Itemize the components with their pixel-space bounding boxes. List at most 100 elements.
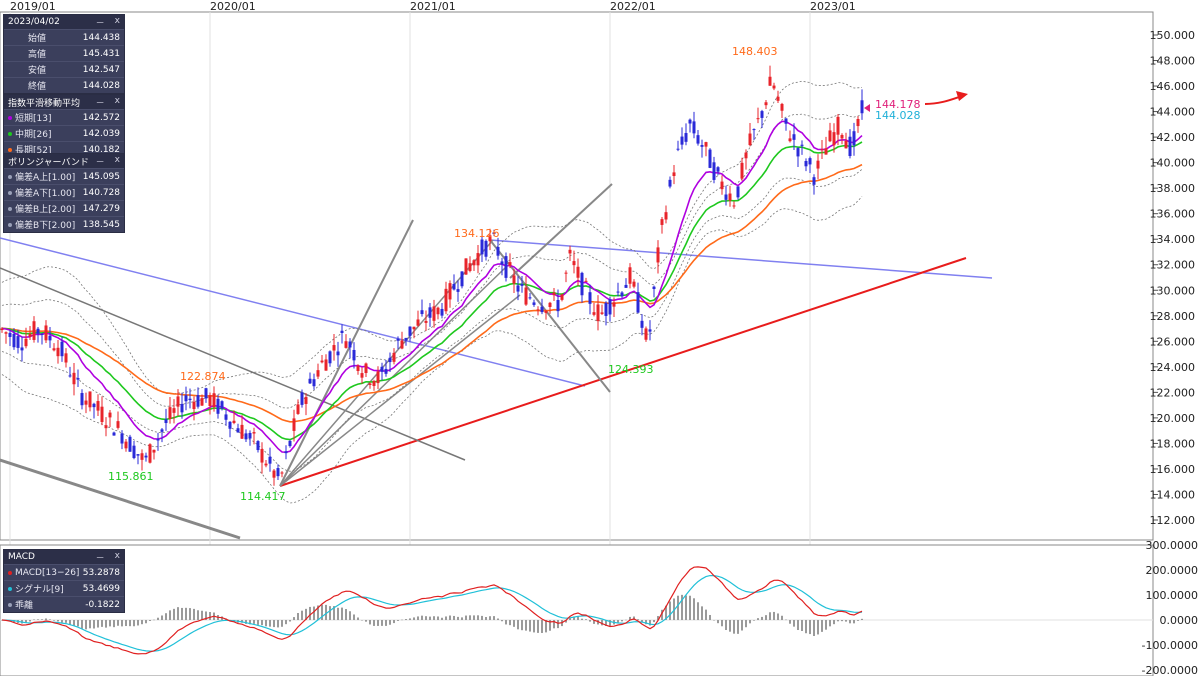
candle-body — [696, 135, 700, 144]
ohlc-row: 高値 145.431 — [4, 45, 124, 61]
x-axis-label: 2019/01 — [10, 0, 56, 13]
candle-body — [484, 240, 488, 257]
ema-panel[interactable]: 指数平滑移動平均 － x 短期[13] 142.572 中期[26] 142.039 … — [3, 94, 125, 158]
bollinger-panel-header[interactable]: ボリンジャーバンド － x — [4, 154, 124, 168]
candle-body — [792, 134, 796, 140]
ema-value: 142.572 — [82, 112, 120, 123]
candle-body — [588, 292, 592, 304]
candle-body — [516, 285, 520, 292]
ohlc-label: 安値 — [28, 66, 47, 76]
candle-body — [652, 286, 656, 290]
macd-histogram-bar — [385, 620, 387, 626]
macd-histogram-bar — [853, 620, 855, 624]
macd-histogram-bar — [317, 605, 319, 620]
macd-histogram-bar — [621, 620, 623, 622]
price-axis-label: 128.000 — [1150, 310, 1196, 323]
minimize-icon[interactable]: － — [95, 157, 105, 168]
bollinger-label: 偏差A上[1.00] — [15, 173, 76, 183]
macd-histogram-bar — [369, 620, 371, 625]
candle-body — [496, 246, 500, 256]
macd-histogram-bar — [377, 620, 379, 626]
macd-histogram-bar — [113, 620, 115, 628]
macd-histogram-bar — [405, 619, 407, 620]
candle-body — [728, 193, 732, 201]
close-icon[interactable]: x — [114, 15, 120, 26]
macd-histogram-bar — [41, 619, 43, 620]
macd-histogram-bar — [437, 616, 439, 620]
price-pane[interactable] — [0, 11, 1154, 676]
macd-histogram-bar — [313, 606, 315, 620]
minimize-icon[interactable]: － — [95, 18, 105, 29]
candle-body — [392, 352, 396, 362]
candle-body — [804, 161, 808, 167]
candle-body — [152, 449, 156, 453]
x-axis-label: 2021/01 — [410, 0, 456, 13]
macd-histogram-bar — [625, 619, 627, 621]
ema-long-dot-icon — [8, 147, 12, 152]
price-axis-label: 118.000 — [1150, 437, 1196, 450]
macd-histogram-bar — [169, 610, 171, 620]
candle-body — [144, 455, 148, 458]
macd-histogram-bar — [541, 620, 543, 633]
price-axis-label: 144.000 — [1150, 106, 1196, 119]
close-icon[interactable]: x — [114, 95, 120, 106]
macd-row: MACD[13−26] 53.2878 — [4, 564, 124, 580]
macd-histogram-bar — [73, 620, 75, 626]
macd-histogram-bar — [97, 620, 99, 628]
close-icon[interactable]: x — [114, 550, 120, 561]
macd-histogram-bar — [189, 608, 191, 620]
ema-panel-header[interactable]: 指数平滑移動平均 － x — [4, 95, 124, 109]
candle-body — [860, 100, 864, 114]
ohlc-panel[interactable]: 2023/04/02 － x 始値 144.438 高値 145.431 安値 142.… — [3, 14, 125, 94]
macd-histogram-bar — [349, 611, 351, 620]
candle-body — [524, 287, 528, 305]
macd-histogram-bar — [417, 616, 419, 620]
macd-label: シグナル[9] — [15, 585, 64, 595]
macd-histogram-bar — [521, 620, 523, 631]
candle-body — [444, 288, 448, 312]
macd-legend-panel[interactable]: MACD － x MACD[13−26] 53.2878 シグナル[9] 53.469… — [3, 549, 125, 613]
candle-body — [708, 149, 712, 168]
close-icon[interactable]: x — [114, 154, 120, 165]
candle-body — [580, 272, 584, 296]
candle-body — [20, 347, 24, 351]
macd-histogram-bar — [341, 607, 343, 620]
fan-line-6 — [509, 183, 613, 279]
candle-body — [460, 271, 464, 287]
macd-panel-header[interactable]: MACD － x — [4, 550, 124, 564]
candle-body — [92, 403, 96, 408]
candle-body — [72, 372, 76, 385]
ema-panel-title: 指数平滑移動平均 — [8, 98, 81, 109]
macd-histogram-bar — [505, 620, 507, 625]
macd-pane[interactable] — [0, 544, 1154, 676]
candle-body — [116, 421, 120, 428]
macd-histogram-bar — [733, 620, 735, 634]
macd-histogram-bar — [397, 620, 399, 621]
macd-histogram-bar — [745, 620, 747, 628]
macd-histogram-bar — [565, 620, 567, 623]
ema-row: 短期[13] 142.572 — [4, 109, 124, 125]
bollinger-panel[interactable]: ボリンジャーバンド － x 偏差A上[1.00] 145.095 偏差A下[1.00… — [3, 153, 125, 233]
ohlc-panel-header[interactable]: 2023/04/02 － x — [4, 15, 124, 29]
macd-histogram-bar — [797, 620, 799, 631]
minimize-icon[interactable]: － — [95, 553, 105, 564]
candle-body — [564, 272, 568, 274]
macd-histogram-bar — [361, 620, 363, 621]
macd-row: 乖離 -0.1822 — [4, 596, 124, 612]
macd-histogram-bar — [289, 620, 291, 622]
support-line-red — [279, 257, 967, 487]
macd-histogram-bar — [409, 618, 411, 620]
macd-axis[interactable]: 300.0000 200.0000 100.0000 0.0000 -100.0000 -… — [1142, 539, 1198, 676]
candle-body — [852, 131, 856, 146]
price-axis[interactable]: 150.000 148.000 146.000 144.000 142.000 140.0… — [1150, 29, 1196, 527]
candle-body — [424, 320, 428, 323]
minimize-icon[interactable]: － — [95, 98, 105, 109]
channel-bottom-gray — [0, 458, 241, 540]
candle-body — [68, 375, 72, 377]
macd-histogram-bar — [857, 620, 859, 621]
ema-label: 長期[52] — [15, 146, 52, 156]
candle-body — [272, 470, 276, 478]
candle-body — [284, 451, 288, 454]
band-dot-icon — [8, 174, 12, 179]
